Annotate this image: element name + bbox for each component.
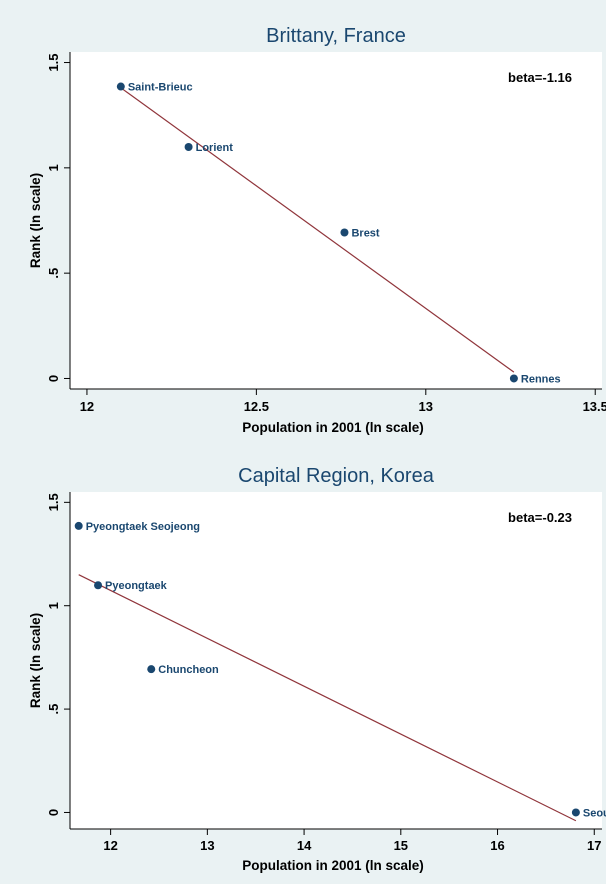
x-tick-label: 13.5 — [583, 399, 606, 414]
x-tick-label: 17 — [587, 838, 601, 853]
plot-area — [70, 52, 602, 389]
chart-panel-1: Brittany, France 12 12.5 13 13.5 0 .5 1 1.5 Popul… — [28, 25, 606, 435]
point-label: Brest — [351, 228, 379, 240]
y-tick-label: 1.5 — [46, 493, 61, 511]
chart-title: Brittany, France — [266, 25, 406, 47]
y-tick-label: 1 — [46, 602, 61, 609]
x-tick-label: 12.5 — [244, 399, 269, 414]
y-axis-title: Rank (ln scale) — [28, 613, 43, 708]
data-point — [509, 374, 518, 383]
y-axis-title: Rank (ln scale) — [28, 173, 43, 268]
y-tick-label: .5 — [46, 704, 61, 715]
point-label: Saint-Brieuc — [128, 82, 193, 94]
point-label: Pyeongtaek — [105, 580, 168, 592]
chart-panel-2: Capital Region, Korea 12 13 14 15 16 17 0 .5 1 1.5… — [28, 465, 606, 873]
data-point — [184, 142, 193, 151]
chart-title: Capital Region, Korea — [238, 465, 435, 487]
beta-annotation: beta=-0.23 — [508, 510, 572, 525]
point-label: Seoul — [583, 807, 606, 819]
y-tick-label: 0 — [46, 809, 61, 816]
plot-area — [70, 492, 602, 829]
point-label: Chuncheon — [158, 664, 219, 676]
x-tick-label: 13 — [200, 838, 214, 853]
fit-line — [120, 87, 515, 373]
x-axis-title: Population in 2001 (ln scale) — [242, 858, 424, 873]
y-tick-label: 1 — [46, 164, 61, 171]
point-label: Rennes — [521, 373, 561, 385]
y-tick-label: 0 — [46, 375, 61, 382]
data-point — [340, 228, 349, 237]
y-tick-label: 1.5 — [46, 53, 61, 71]
fit-line — [78, 574, 577, 822]
data-point — [571, 808, 580, 817]
x-tick-label: 15 — [394, 838, 408, 853]
data-point — [116, 82, 125, 91]
x-tick-label: 12 — [80, 399, 94, 414]
y-tick-label: .5 — [46, 268, 61, 279]
data-point — [94, 581, 103, 590]
x-tick-label: 14 — [297, 838, 312, 853]
data-point — [74, 521, 83, 530]
point-label: Pyeongtaek Seojeong — [86, 521, 200, 533]
point-label: Lorient — [196, 142, 234, 154]
x-tick-label: 12 — [103, 838, 117, 853]
x-tick-label: 16 — [490, 838, 504, 853]
x-axis-title: Population in 2001 (ln scale) — [242, 420, 424, 435]
beta-annotation: beta=-1.16 — [508, 70, 572, 85]
x-tick-label: 13 — [419, 399, 433, 414]
data-point — [147, 665, 156, 674]
